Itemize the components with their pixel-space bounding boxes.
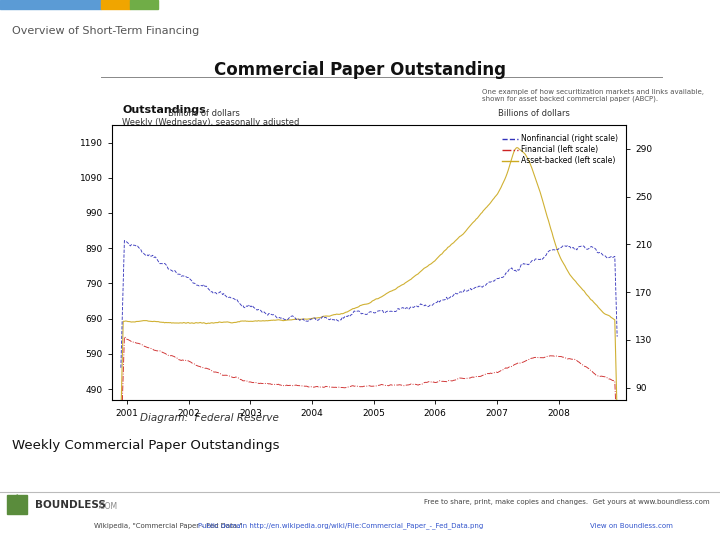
Text: Free to share, print, make copies and changes.  Get yours at www.boundless.com: Free to share, print, make copies and ch… xyxy=(423,500,709,505)
Text: Billions of dollars: Billions of dollars xyxy=(168,109,240,118)
Bar xyxy=(101,0,130,9)
Text: One example of how securitization markets and links available,
shown for asset b: One example of how securitization market… xyxy=(482,89,704,103)
Bar xyxy=(7,495,27,514)
Bar xyxy=(130,0,158,9)
Text: BOUNDLESS: BOUNDLESS xyxy=(35,500,105,510)
Text: Weekly (Wednesday), seasonally adjusted: Weekly (Wednesday), seasonally adjusted xyxy=(122,118,300,127)
Text: Outstandings: Outstandings xyxy=(122,105,206,115)
Text: .COM: .COM xyxy=(97,502,117,511)
Text: Commercial Paper Outstanding: Commercial Paper Outstanding xyxy=(214,61,506,79)
Text: Wikipedia, "Commercial Paper - Fed Data.": Wikipedia, "Commercial Paper - Fed Data.… xyxy=(94,523,242,529)
Text: Weekly Commercial Paper Outstandings: Weekly Commercial Paper Outstandings xyxy=(12,439,279,452)
Text: Diagram:  Federal Reserve: Diagram: Federal Reserve xyxy=(140,413,279,423)
Text: Billions of dollars: Billions of dollars xyxy=(498,109,570,118)
Polygon shape xyxy=(12,495,22,504)
Legend: Nonfinancial (right scale), Financial (left scale), Asset-backed (left scale): Nonfinancial (right scale), Financial (l… xyxy=(500,133,620,167)
Bar xyxy=(0,0,101,9)
Text: View on Boundless.com: View on Boundless.com xyxy=(590,523,673,529)
Text: Overview of Short-Term Financing: Overview of Short-Term Financing xyxy=(12,26,199,36)
Text: Public domain http://en.wikipedia.org/wiki/File:Commercial_Paper_-_Fed_Data.png: Public domain http://en.wikipedia.org/wi… xyxy=(198,523,483,529)
